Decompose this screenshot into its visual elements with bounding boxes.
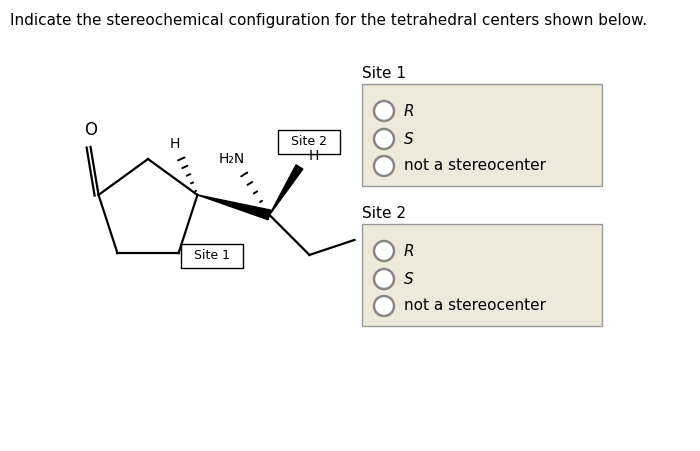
FancyBboxPatch shape xyxy=(362,84,602,186)
Text: Indicate the stereochemical configuration for the tetrahedral centers shown belo: Indicate the stereochemical configuratio… xyxy=(10,13,647,28)
Text: Site 1: Site 1 xyxy=(195,249,230,262)
Polygon shape xyxy=(197,195,271,220)
Text: not a stereocenter: not a stereocenter xyxy=(404,299,546,313)
Text: Site 2: Site 2 xyxy=(291,135,328,148)
Text: H: H xyxy=(169,137,180,151)
Text: S: S xyxy=(404,272,414,286)
Polygon shape xyxy=(270,165,303,215)
FancyBboxPatch shape xyxy=(362,224,602,326)
Text: Site 1: Site 1 xyxy=(362,66,406,81)
FancyBboxPatch shape xyxy=(181,244,244,268)
FancyBboxPatch shape xyxy=(279,130,340,154)
Text: R: R xyxy=(404,244,414,258)
Text: R: R xyxy=(404,103,414,119)
Circle shape xyxy=(374,269,394,289)
Text: O: O xyxy=(84,121,97,139)
Text: H₂N: H₂N xyxy=(218,152,244,166)
Text: not a stereocenter: not a stereocenter xyxy=(404,158,546,174)
Circle shape xyxy=(374,241,394,261)
Circle shape xyxy=(374,296,394,316)
Text: Site 2: Site 2 xyxy=(362,206,406,221)
Text: H: H xyxy=(308,149,318,163)
Circle shape xyxy=(374,129,394,149)
Text: S: S xyxy=(404,132,414,147)
Circle shape xyxy=(374,101,394,121)
Circle shape xyxy=(374,156,394,176)
